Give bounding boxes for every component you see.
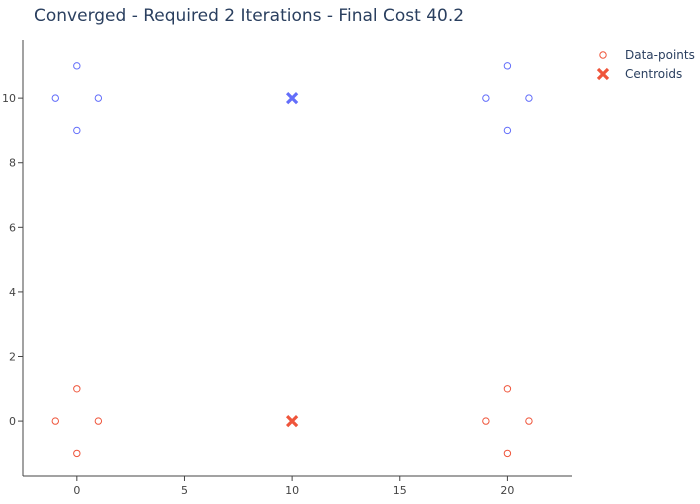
data-point	[525, 94, 533, 102]
y-tick-label: 10	[2, 92, 16, 105]
y-tick-label: 6	[9, 221, 16, 234]
y-tick-label: 8	[9, 157, 16, 170]
x-tick-label: 10	[285, 484, 299, 497]
data-point	[503, 385, 512, 393]
data-point	[94, 417, 103, 425]
data-point	[51, 417, 59, 425]
x-tick-label: 15	[393, 484, 407, 497]
legend-centroid-symbol	[596, 67, 610, 81]
legend-label: Data-points	[625, 48, 695, 62]
data-point	[73, 385, 81, 393]
data-point	[503, 62, 512, 70]
data-point	[503, 126, 512, 135]
x-tick-label: 20	[500, 484, 514, 497]
data-point	[482, 94, 490, 102]
data-point	[503, 449, 512, 458]
x-tick-label: 5	[181, 484, 188, 497]
chart-title: Converged - Required 2 Iterations - Fina…	[34, 6, 464, 26]
centroid-marker	[285, 92, 299, 105]
data-point	[73, 126, 81, 135]
y-tick-label: 4	[9, 286, 16, 299]
data-point	[73, 449, 81, 458]
x-tick-label: 0	[73, 484, 80, 497]
data-point	[525, 417, 533, 425]
legend-label: Centroids	[625, 67, 682, 81]
data-point	[73, 62, 81, 70]
data-point	[94, 94, 103, 102]
legend: Data-points Centroids	[596, 48, 695, 81]
data-marks	[51, 62, 533, 458]
data-point	[51, 94, 59, 102]
legend-datapoint-symbol	[599, 51, 607, 59]
axes: 0 5 10 15 20 0 2 4 6 8 10	[2, 40, 572, 497]
y-tick-label: 2	[9, 351, 16, 364]
y-tick-label: 0	[9, 415, 16, 428]
data-point	[482, 417, 490, 425]
centroid-marker	[285, 414, 299, 428]
